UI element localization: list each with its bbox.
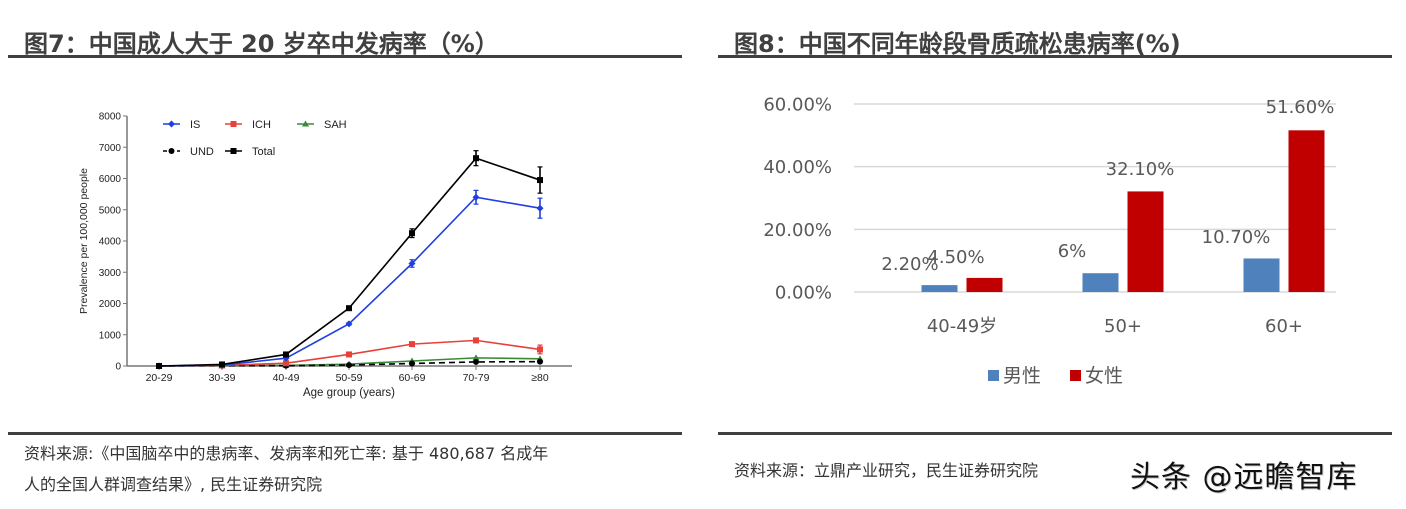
svg-text:UND: UND — [190, 146, 214, 158]
svg-text:SAH: SAH — [324, 119, 347, 131]
x-axis-label: Age group (years) — [303, 387, 395, 399]
data-label: 4.50% — [927, 247, 984, 268]
osteoporosis-prevalence-bar-chart: 0.00% 20.00% 40.00% 60.00% 40-49岁 50+ 60+ 2.20%… — [763, 95, 1336, 387]
series-und — [156, 358, 543, 369]
bar-female — [1127, 191, 1164, 292]
figure8-source-rule — [718, 432, 1392, 435]
legend-item-und: UND — [163, 146, 214, 158]
figure8-title: 图8：中国不同年龄段骨质疏松患病率(%) — [734, 30, 1181, 58]
bar-male — [1243, 258, 1280, 292]
figure8-title-rule — [718, 55, 1392, 58]
series-total — [156, 150, 543, 369]
svg-text:Total: Total — [252, 146, 275, 158]
data-label: 2.20% — [881, 254, 938, 275]
x-tick-label: 60-69 — [399, 372, 426, 384]
data-label: 51.60% — [1266, 97, 1335, 118]
watermark: 头条 @远瞻智库 — [1130, 460, 1358, 495]
bar-female — [1288, 130, 1325, 292]
y-tick-label: 7000 — [99, 143, 122, 154]
legend-item-sah: SAH — [297, 119, 347, 131]
stroke-prevalence-line-chart: 0 1000 2000 3000 4000 5000 6000 7000 8000 20-29 30… — [78, 112, 572, 399]
x-tick-label: 60+ — [1265, 316, 1303, 337]
y-tick-label: 0 — [115, 362, 121, 373]
x-tick-label: 30-39 — [209, 372, 236, 384]
y-tick-label: 60.00% — [763, 95, 832, 116]
svg-text:男性: 男性 — [1003, 365, 1041, 387]
y-tick-label: 1000 — [99, 330, 122, 341]
x-tick-label: 70-79 — [463, 372, 490, 384]
figure7-title: 图7：中国成人大于 20 岁卒中发病率（%） — [24, 30, 499, 58]
y-tick-label: 3000 — [99, 268, 122, 279]
series-is — [155, 189, 544, 370]
svg-text:ICH: ICH — [252, 119, 271, 131]
bar-male — [921, 285, 958, 292]
y-axis-label: Prevalence per 100,000 people — [78, 168, 90, 314]
y-tick-label: 4000 — [99, 237, 122, 248]
data-label: 6% — [1058, 241, 1087, 262]
y-tick-label: 2000 — [99, 299, 122, 310]
x-tick-label: 50+ — [1104, 316, 1142, 337]
y-tick-label: 5000 — [99, 205, 122, 216]
svg-text:女性: 女性 — [1085, 365, 1123, 387]
y-tick-label: 8000 — [99, 112, 122, 123]
figure8-source: 资料来源：立鼎产业研究，民生证券研究院 — [734, 461, 1039, 480]
legend-item-male: 男性 — [988, 365, 1041, 387]
bar-female — [966, 277, 1003, 292]
x-tick-label: 40-49岁 — [927, 316, 997, 337]
figure7-source-line2: 人的全国人群调查结果》, 民生证券研究院 — [24, 475, 323, 494]
legend-item-total: Total — [225, 146, 275, 158]
data-label: 10.70% — [1202, 227, 1271, 248]
x-tick-label: 40-49 — [273, 372, 300, 384]
x-tick-label: ≥80 — [531, 372, 549, 384]
svg-text:IS: IS — [190, 119, 200, 131]
data-label: 32.10% — [1106, 159, 1175, 180]
y-tick-label: 6000 — [99, 174, 122, 185]
figure7-source: 资料来源:《中国脑卒中的患病率、发病率和死亡率: 基于 480,687 名成年 … — [24, 438, 684, 500]
legend-item-female: 女性 — [1070, 365, 1123, 387]
figure7-source-line1: 资料来源:《中国脑卒中的患病率、发病率和死亡率: 基于 480,687 名成年 — [24, 444, 549, 463]
figure7-title-rule-ext — [8, 55, 682, 58]
legend-item-ich: ICH — [225, 119, 271, 131]
x-tick-label: 20-29 — [146, 372, 173, 384]
legend-item-is: IS — [163, 119, 200, 131]
y-tick-label: 20.00% — [763, 220, 832, 241]
y-tick-label: 40.00% — [763, 157, 832, 178]
bar-male — [1082, 273, 1119, 292]
figure7-source-rule — [8, 432, 682, 435]
y-tick-label: 0.00% — [775, 283, 832, 304]
x-tick-label: 50-59 — [336, 372, 363, 384]
